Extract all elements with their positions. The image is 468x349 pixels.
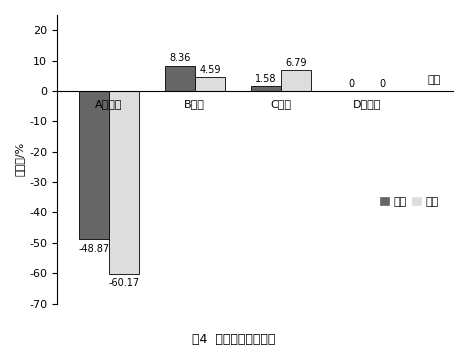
Bar [251, 86, 281, 91]
Text: -60.17: -60.17 [108, 278, 139, 288]
Bar [281, 70, 311, 91]
Bar [195, 77, 225, 91]
Text: D氨基酸: D氨基酸 [353, 98, 381, 109]
Text: C小肽: C小肽 [271, 98, 292, 109]
Bar [165, 66, 195, 91]
Bar [79, 91, 109, 239]
Text: 1.58: 1.58 [255, 74, 277, 84]
Text: 图4  微生物蛋白增减率: 图4 微生物蛋白增减率 [192, 333, 276, 346]
Text: -48.87: -48.87 [78, 244, 109, 254]
Text: 组别: 组别 [427, 75, 440, 85]
Bar [109, 91, 139, 274]
Text: 0: 0 [379, 79, 385, 89]
Text: 4.59: 4.59 [199, 65, 220, 75]
Legend: 细菌, 原虫: 细菌, 原虫 [376, 193, 444, 211]
Text: 8.36: 8.36 [169, 53, 190, 63]
Text: 0: 0 [349, 79, 355, 89]
Y-axis label: 增减率/%: 增减率/% [15, 142, 25, 176]
Text: 6.79: 6.79 [285, 58, 307, 68]
Text: B寡肽: B寡肽 [184, 98, 205, 109]
Text: A氨化茜: A氨化茜 [95, 98, 123, 109]
